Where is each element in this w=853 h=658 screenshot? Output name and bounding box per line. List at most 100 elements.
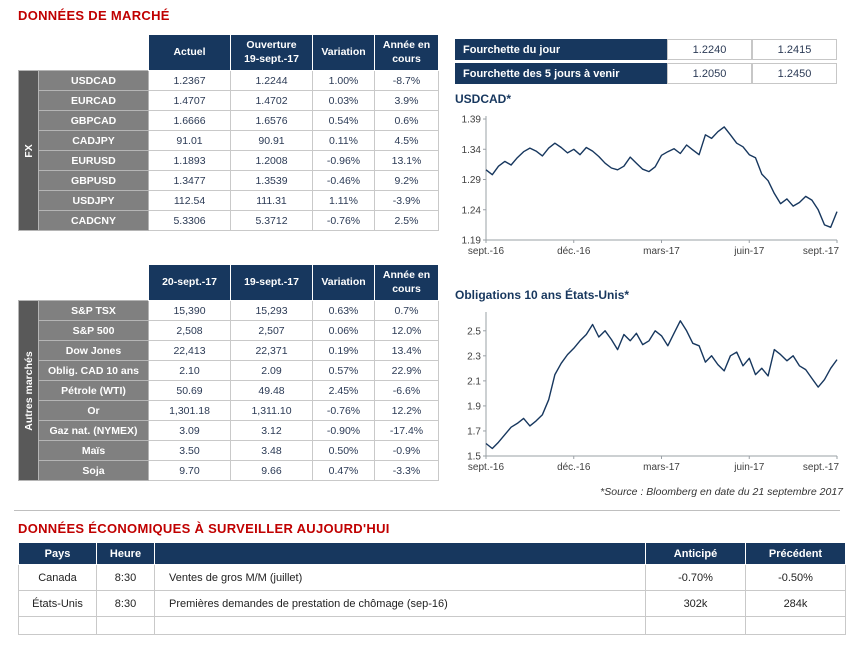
fx-table: Actuel Ouverture 19-sept.-17 Variation Anné… [18,34,439,231]
value-cell: -0.46% [312,170,375,191]
row-label: Dow Jones [38,340,149,361]
econ-cell-event [154,616,646,635]
value-cell: 0.54% [312,110,375,131]
value-cell: -3.3% [374,460,439,481]
value-cell: 1.1893 [148,150,231,171]
column-header: Pays [18,542,97,565]
econ-cell-country: États-Unis [18,590,97,617]
row-label: S&P TSX [38,300,149,321]
table-row: GBPCAD 1.6666 1.6576 0.54% 0.6% [19,110,439,131]
header-row: Pays Heure Anticipé Précédent [18,542,846,565]
econ-cell-time: 8:30 [96,564,155,591]
value-cell: 2.45% [312,380,375,401]
column-header: Précédent [745,542,846,565]
table-row: FX USDCAD 1.2367 1.2244 1.00% -8.7% [18,70,439,231]
row-label: Gaz nat. (NYMEX) [38,420,149,441]
markets-table-body: Autres marchés S&P TSX 15,390 15,293 0.63% 0.… [18,300,439,481]
header-row: Actuel Ouverture 19-sept.-17 Variation Anné… [18,34,439,71]
econ-table-body: Canada 8:30 Ventes de gros M/M (juillet) -0… [18,564,846,635]
svg-text:juin-17: juin-17 [733,246,764,257]
svg-text:sept.-17: sept.-17 [803,462,840,473]
column-header: Année en cours [374,264,439,301]
row-label: USDCAD [38,70,149,91]
econ-cell-num: -0.70% [645,564,746,591]
range-value: 1.2050 [667,63,752,84]
fx-table-head: Actuel Ouverture 19-sept.-17 Variation Anné… [18,34,439,71]
us-bonds-line-chart: 1.5 1.7 1.9 2.1 2.3 2.5 sept.-16 déc.-16 mars-17… [467,312,840,473]
value-cell: 22,413 [148,340,231,361]
value-cell: 1,311.10 [230,400,313,421]
range-table: Fourchette du jour 1.2240 1.2415 Fourchette… [455,36,837,87]
value-cell: 0.57% [312,360,375,381]
econ-cell-event: Ventes de gros M/M (juillet) [154,564,646,591]
svg-text:1.29: 1.29 [462,175,482,186]
value-cell: 12.0% [374,320,439,341]
value-cell: 3.12 [230,420,313,441]
value-cell: 15,293 [230,300,313,321]
value-cell: 9.2% [374,170,439,191]
row-label: GBPCAD [38,110,149,131]
column-header: Variation [312,34,375,71]
table-row: Oblig. CAD 10 ans 2.10 2.09 0.57% 22.9% [19,360,439,381]
row-label: Pétrole (WTI) [38,380,149,401]
row-label: USDJPY [38,190,149,211]
table-row: Maïs 3.50 3.48 0.50% -0.9% [19,440,439,461]
column-header: Actuel [148,34,231,71]
value-cell: -17.4% [374,420,439,441]
econ-cell-num: 284k [745,590,846,617]
value-cell: 0.47% [312,460,375,481]
value-cell: 13.4% [374,340,439,361]
econ-cell-time: 8:30 [96,590,155,617]
svg-text:1.39: 1.39 [462,115,482,126]
value-cell: 49.48 [230,380,313,401]
value-cell: 3.48 [230,440,313,461]
value-cell: 3.09 [148,420,231,441]
value-cell: 2.5% [374,210,439,231]
fx-table-body: FX USDCAD 1.2367 1.2244 1.00% -8.7% EURCAD 1.47… [18,70,439,231]
table-row: CADJPY 91.01 90.91 0.11% 4.5% [19,130,439,151]
group-label: Autres marchés [22,350,35,431]
value-cell: -6.6% [374,380,439,401]
value-cell: 4.5% [374,130,439,151]
other-markets-table: 20-sept.-17 19-sept.-17 Variation Année en … [18,264,439,481]
svg-text:juin-17: juin-17 [733,462,764,473]
table-row: Autres marchés S&P TSX 15,390 15,293 0.63% 0.… [18,300,439,481]
row-label: EURCAD [38,90,149,111]
table-row: USDJPY 112.54 111.31 1.11% -3.9% [19,190,439,211]
value-cell: 3.50 [148,440,231,461]
source-note: *Source : Bloomberg en date du 21 septem… [600,486,843,498]
page-title: DONNÉES DE MARCHÉ [18,8,170,23]
group-label-bar: Autres marchés [18,300,39,481]
value-cell: -0.9% [374,440,439,461]
value-cell: 1.2244 [230,70,313,91]
markets-table-head: 20-sept.-17 19-sept.-17 Variation Année en … [18,264,439,301]
econ-cell-event: Premières demandes de prestation de chôm… [154,590,646,617]
row-label: Oblig. CAD 10 ans [38,360,149,381]
svg-text:mars-17: mars-17 [643,246,680,257]
value-cell: 1.6666 [148,110,231,131]
row-label: CADCNY [38,210,149,231]
row-label: CADJPY [38,130,149,151]
column-header: 20-sept.-17 [148,264,231,301]
section-divider [14,510,840,511]
econ-cell-time [96,616,155,635]
value-cell: 2,507 [230,320,313,341]
value-cell: 22,371 [230,340,313,361]
table-row: Pétrole (WTI) 50.69 49.48 2.45% -6.6% [19,380,439,401]
row-label: Or [38,400,149,421]
value-cell: 22.9% [374,360,439,381]
table-row: Or 1,301.18 1,311.10 -0.76% 12.2% [19,400,439,421]
value-cell: 111.31 [230,190,313,211]
value-cell: -0.90% [312,420,375,441]
economic-events-table: Pays Heure Anticipé Précédent Canada 8:30 Ven… [18,542,846,635]
value-cell: 112.54 [148,190,231,211]
value-cell: 3.9% [374,90,439,111]
econ-cell-num: -0.50% [745,564,846,591]
value-cell: 15,390 [148,300,231,321]
group-label: FX [22,143,35,158]
econ-cell-num [645,616,746,635]
value-cell: 5.3712 [230,210,313,231]
value-cell: -0.96% [312,150,375,171]
value-cell: 1.2008 [230,150,313,171]
value-cell: 9.66 [230,460,313,481]
